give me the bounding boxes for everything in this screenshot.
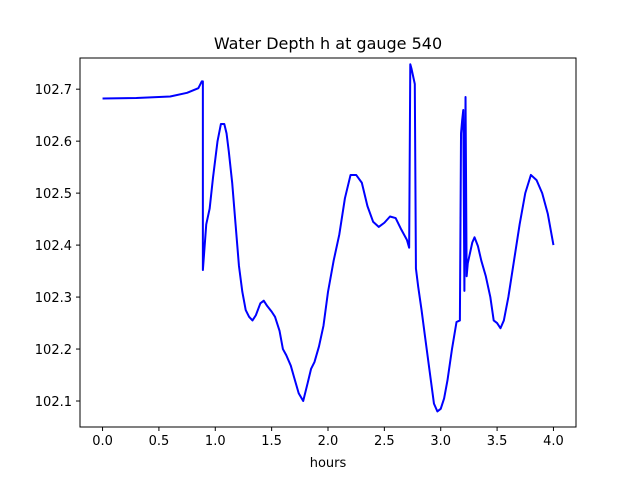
x-tick-label: 0.0 (92, 434, 113, 449)
y-tick-label: 102.1 (35, 395, 72, 410)
x-tick-label: 2.5 (374, 434, 395, 449)
x-tick-label: 0.5 (149, 434, 170, 449)
x-tick-label: 4.0 (543, 434, 564, 449)
y-tick-label: 102.6 (35, 135, 72, 150)
x-tick-label: 2.0 (318, 434, 339, 449)
y-tick-label: 102.4 (35, 239, 72, 254)
x-axis-label: hours (310, 456, 347, 471)
x-tick-label: 3.0 (430, 434, 451, 449)
y-tick-label: 102.7 (35, 83, 72, 98)
y-tick-label: 102.5 (35, 187, 72, 202)
series-line (102, 63, 555, 413)
x-axis-ticks: 0.0 0.5 1.0 1.5 2.0 2.5 3.0 3.5 4.0 (92, 427, 564, 449)
y-tick-label: 102.2 (35, 343, 72, 358)
x-tick-label: 3.5 (487, 434, 508, 449)
x-tick-label: 1.5 (261, 434, 282, 449)
chart-title: Water Depth h at gauge 540 (214, 34, 442, 53)
y-tick-label: 102.3 (35, 291, 72, 306)
x-tick-label: 1.0 (205, 434, 226, 449)
y-axis-ticks: 102.1 102.2 102.3 102.4 102.5 102.6 102.7 (35, 83, 80, 410)
